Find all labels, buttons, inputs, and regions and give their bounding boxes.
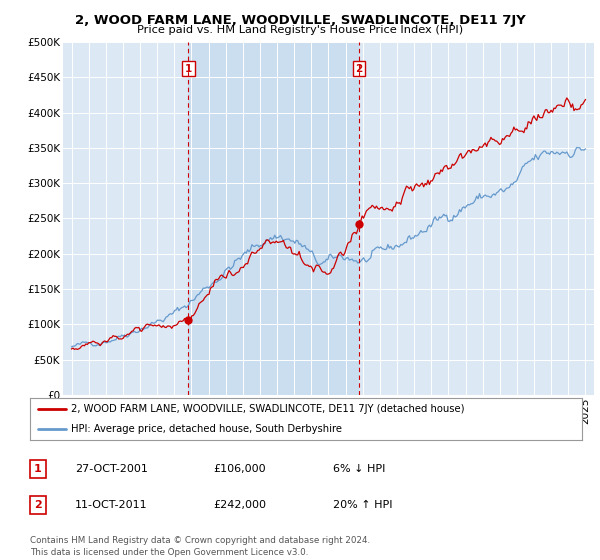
Text: £106,000: £106,000 xyxy=(213,464,266,474)
Text: Price paid vs. HM Land Registry's House Price Index (HPI): Price paid vs. HM Land Registry's House … xyxy=(137,25,463,35)
Text: 2: 2 xyxy=(34,500,41,510)
Text: 6% ↓ HPI: 6% ↓ HPI xyxy=(333,464,385,474)
Text: 2: 2 xyxy=(355,64,362,74)
Bar xyxy=(188,42,359,395)
Text: 2, WOOD FARM LANE, WOODVILLE, SWADLINCOTE, DE11 7JY (detached house): 2, WOOD FARM LANE, WOODVILLE, SWADLINCOT… xyxy=(71,404,465,414)
Text: 11-OCT-2011: 11-OCT-2011 xyxy=(75,500,148,510)
Text: 27-OCT-2001: 27-OCT-2001 xyxy=(75,464,148,474)
Text: 1: 1 xyxy=(185,64,192,74)
Text: 20% ↑ HPI: 20% ↑ HPI xyxy=(333,500,392,510)
Text: HPI: Average price, detached house, South Derbyshire: HPI: Average price, detached house, Sout… xyxy=(71,424,343,434)
Text: £242,000: £242,000 xyxy=(213,500,266,510)
Text: 1: 1 xyxy=(34,464,41,474)
Text: Contains HM Land Registry data © Crown copyright and database right 2024.
This d: Contains HM Land Registry data © Crown c… xyxy=(30,536,370,557)
Text: 2, WOOD FARM LANE, WOODVILLE, SWADLINCOTE, DE11 7JY: 2, WOOD FARM LANE, WOODVILLE, SWADLINCOT… xyxy=(74,14,526,27)
